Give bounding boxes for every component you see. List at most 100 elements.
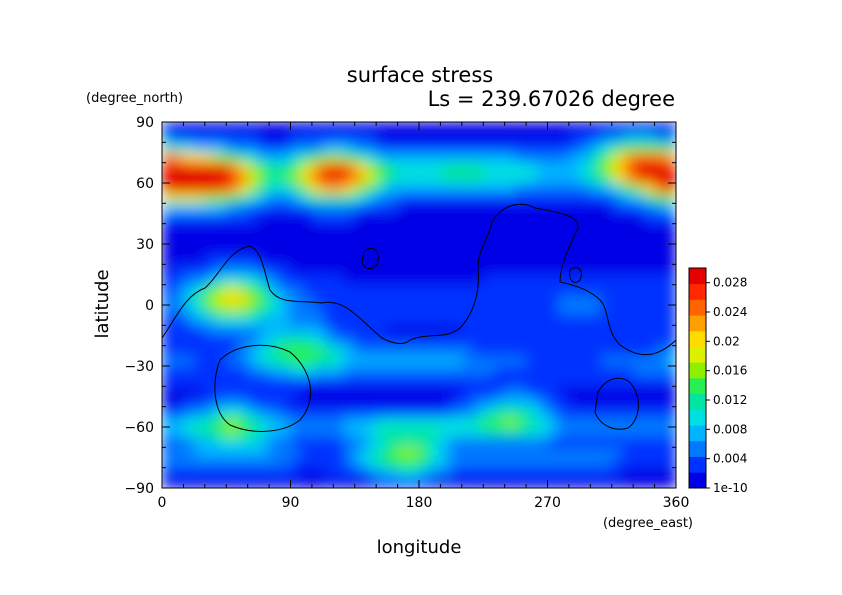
heatmap-cell: [633, 366, 645, 377]
heatmap-cell: [279, 193, 291, 204]
heatmap-cell: [333, 162, 345, 174]
heatmap-cell: [333, 386, 345, 397]
heatmap-cell: [172, 345, 184, 357]
heatmap-cell: [536, 254, 548, 265]
heatmap-cell: [386, 254, 399, 265]
heatmap-cell: [558, 315, 570, 326]
heatmap-cell: [162, 213, 174, 225]
heatmap-cell: [515, 305, 527, 316]
heatmap-cell: [601, 244, 613, 255]
heatmap-cell: [472, 294, 484, 306]
heatmap-cell: [654, 366, 666, 377]
heatmap-cell: [172, 294, 184, 306]
heatmap-cell: [162, 447, 174, 458]
heatmap-cell: [247, 325, 259, 336]
heatmap-cell: [322, 386, 334, 397]
heatmap-cell: [322, 172, 334, 184]
heatmap-cell: [429, 396, 441, 408]
heatmap-cell: [279, 315, 291, 326]
heatmap-cell: [419, 294, 431, 306]
heatmap-cell: [622, 142, 634, 153]
heatmap-cell: [162, 274, 174, 286]
heatmap-cell: [408, 305, 420, 316]
heatmap-cell: [279, 152, 291, 164]
heatmap-cell: [247, 416, 259, 428]
heatmap-cell: [504, 142, 516, 153]
heatmap-cell: [547, 345, 559, 357]
heatmap-cell: [215, 376, 227, 387]
heatmap-cell: [536, 264, 548, 275]
heatmap-cell: [515, 172, 527, 184]
heatmap-cell: [269, 355, 281, 367]
colorbar-swatch: [689, 346, 706, 363]
heatmap-cell: [536, 213, 548, 225]
heatmap-cell: [547, 233, 559, 245]
heatmap-cell: [247, 254, 259, 265]
heatmap-cell: [226, 244, 238, 255]
heatmap-cell: [451, 244, 463, 255]
heatmap-cell: [311, 183, 324, 194]
heatmap-cell: [397, 396, 409, 408]
heatmap-cell: [397, 315, 409, 326]
colorbar-frame: [688, 267, 707, 489]
heatmap-cell: [301, 396, 313, 408]
heatmap-cell: [397, 416, 409, 428]
heatmap-cell: [301, 203, 313, 214]
heatmap-cell: [354, 406, 366, 418]
heatmap-cell: [493, 355, 506, 367]
heatmap-cell: [322, 335, 334, 347]
heatmap-cell: [386, 427, 399, 438]
heatmap-cell: [568, 315, 581, 326]
heatmap-cell: [526, 467, 538, 479]
heatmap-cell: [386, 345, 399, 357]
heatmap-cell: [504, 437, 516, 448]
heatmap-cell: [493, 325, 506, 336]
heatmap-cell: [279, 284, 291, 296]
heatmap-cell: [408, 396, 420, 408]
heatmap-cell: [590, 467, 602, 479]
heatmap-cell: [290, 244, 302, 255]
heatmap-cell: [333, 437, 345, 448]
heatmap-cell: [590, 406, 602, 418]
heatmap-cell: [322, 437, 334, 448]
heatmap-cell: [290, 122, 302, 133]
heatmap-cell: [344, 172, 356, 184]
heatmap-cell: [279, 376, 291, 387]
heatmap-cell: [654, 427, 666, 438]
heatmap-cell: [365, 213, 377, 225]
heatmap-cell: [419, 477, 431, 488]
heatmap-field: [162, 122, 676, 488]
heatmap-cell: [269, 152, 281, 164]
heatmap-cell: [547, 477, 559, 488]
heatmap-cell: [194, 233, 206, 245]
heatmap-cell: [183, 477, 195, 488]
heatmap-cell: [429, 366, 441, 377]
heatmap-cell: [376, 294, 388, 306]
heatmap-cell: [258, 162, 270, 174]
heatmap-cell: [440, 477, 452, 488]
heatmap-cell: [504, 315, 516, 326]
heatmap-cell: [601, 193, 613, 204]
heatmap-cell: [397, 305, 409, 316]
heatmap-cell: [440, 467, 452, 479]
heatmap-cell: [419, 233, 431, 245]
heatmap-cell: [590, 325, 602, 336]
heatmap-cell: [290, 274, 302, 286]
heatmap-cell: [247, 376, 259, 387]
heatmap-cell: [472, 335, 484, 347]
heatmap-cell: [301, 305, 313, 316]
heatmap-cell: [622, 457, 634, 469]
heatmap-cell: [493, 396, 506, 408]
heatmap-cell: [301, 122, 313, 133]
heatmap-cell: [622, 396, 634, 408]
heatmap-cell: [665, 294, 676, 306]
heatmap-cell: [526, 142, 538, 153]
heatmap-cell: [493, 447, 506, 458]
heatmap-cell: [419, 376, 431, 387]
heatmap-cell: [558, 447, 570, 458]
heatmap-cell: [397, 406, 409, 418]
heatmap-cell: [536, 162, 548, 174]
heatmap-cell: [504, 396, 516, 408]
heatmap-cell: [568, 274, 581, 286]
heatmap-cell: [440, 416, 452, 428]
